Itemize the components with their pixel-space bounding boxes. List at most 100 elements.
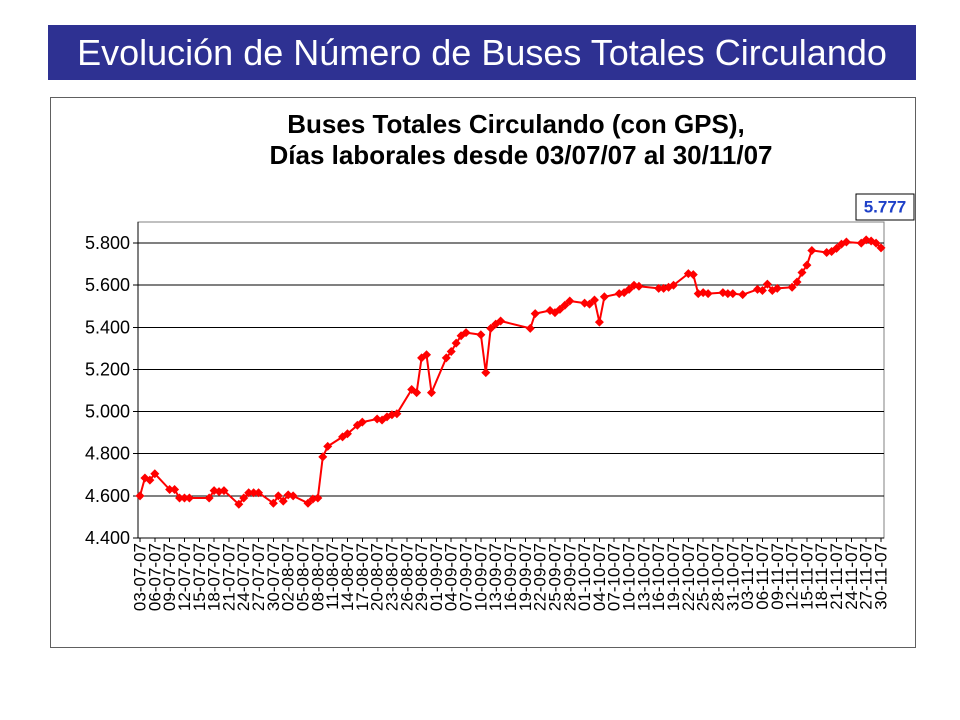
data-point (530, 309, 540, 319)
chart-title: Buses Totales Circulando (con GPS), (287, 109, 745, 139)
data-point (481, 368, 491, 378)
data-point (738, 290, 748, 300)
data-point (565, 296, 575, 306)
data-point (688, 270, 698, 280)
slide-title: Evolución de Número de Buses Totales Cir… (77, 32, 887, 73)
x-tick-label: 06-07-07 (145, 543, 164, 611)
y-tick-label: 5.400 (85, 317, 130, 337)
x-tick-label: 15-11-07 (797, 543, 816, 610)
y-tick-label: 4.800 (85, 444, 130, 464)
x-tick-label: 02-08-07 (279, 543, 298, 611)
data-point (762, 279, 772, 289)
x-tick-label: 12-07-07 (175, 543, 194, 611)
x-tick-label: 07-10-07 (605, 543, 624, 611)
data-point (451, 338, 461, 348)
data-point (496, 316, 506, 326)
data-point (654, 283, 664, 293)
x-tick-label: 15-07-07 (190, 543, 209, 611)
x-tick-label: 18-07-07 (205, 543, 224, 611)
data-point (555, 304, 565, 314)
x-tick-label: 22-09-07 (531, 543, 550, 611)
x-tick-label: 28-10-07 (709, 543, 728, 611)
data-point (599, 292, 609, 302)
data-point (802, 260, 812, 270)
data-point (318, 452, 328, 462)
data-point (268, 498, 278, 508)
x-tick-label: 13-10-07 (634, 543, 653, 611)
data-point (323, 441, 333, 451)
data-point (175, 493, 185, 503)
data-point (486, 323, 496, 333)
x-tick-label: 21-11-07 (827, 543, 846, 610)
data-point (525, 323, 535, 333)
data-point (313, 493, 323, 503)
y-tick-label: 5.000 (85, 402, 130, 422)
data-point (165, 485, 175, 495)
data-point (441, 353, 451, 363)
y-tick-label: 4.600 (85, 486, 130, 506)
x-tick-label: 30-07-07 (264, 543, 283, 611)
y-tick-label: 5.800 (85, 233, 130, 253)
data-point (832, 243, 842, 253)
series-line (139, 238, 882, 506)
x-tick-label: 19-10-07 (664, 543, 683, 611)
x-tick-label: 05-08-07 (294, 543, 313, 611)
data-point (135, 491, 145, 501)
data-point (204, 493, 214, 503)
y-tick-label: 4.400 (85, 528, 130, 548)
data-point (170, 485, 180, 495)
x-tick-label: 12-11-07 (783, 543, 802, 610)
x-tick-label: 08-08-07 (308, 543, 327, 611)
x-tick-label: 19-09-07 (516, 543, 535, 611)
data-point (461, 328, 471, 338)
x-tick-label: 14-08-07 (338, 543, 357, 611)
data-point (797, 268, 807, 278)
x-tick-label: 03-11-07 (738, 543, 757, 610)
x-tick-label: 16-10-07 (649, 543, 668, 611)
x-tick-label: 09-07-07 (160, 543, 179, 611)
x-tick-label: 26-08-07 (397, 543, 416, 611)
x-tick-label: 22-10-07 (679, 543, 698, 611)
data-point (594, 317, 604, 327)
data-point (254, 488, 264, 498)
gridlines (138, 242, 884, 497)
x-axis: 03-07-0706-07-0709-07-0712-07-0715-07-07… (131, 537, 891, 611)
data-point (303, 498, 313, 508)
x-tick-label: 21-07-07 (219, 543, 238, 611)
data-point (392, 409, 402, 419)
data-point (876, 243, 886, 253)
series-markers (135, 235, 886, 509)
y-tick-label: 5.200 (85, 359, 130, 379)
x-tick-label: 25-10-07 (694, 543, 713, 611)
x-tick-label: 13-09-07 (486, 543, 505, 611)
data-point (560, 300, 570, 310)
x-tick-label: 01-09-07 (427, 543, 446, 611)
x-tick-label: 27-07-07 (249, 543, 268, 611)
x-tick-label: 04-09-07 (442, 543, 461, 611)
slide-title-banner: Evolución de Número de Buses Totales Cir… (48, 25, 916, 80)
data-point (357, 417, 367, 427)
y-axis: 4.400 4.600 4.800 5.000 5.200 5.400 5.600 5.800 (85, 222, 139, 548)
x-tick-label: 10-10-07 (620, 543, 639, 611)
data-point (589, 295, 599, 305)
data-point (585, 299, 595, 309)
data-point (669, 280, 679, 290)
x-tick-label: 30-11-07 (872, 543, 891, 610)
data-point (342, 429, 352, 439)
x-tick-label: 17-08-07 (353, 543, 372, 611)
data-point (841, 237, 851, 247)
data-label-box (855, 193, 915, 221)
data-point (792, 277, 802, 287)
x-tick-label: 24-11-07 (842, 543, 861, 610)
x-tick-label: 11-08-07 (323, 543, 342, 610)
data-point (179, 493, 189, 503)
x-tick-label: 25-09-07 (546, 543, 565, 611)
data-point (219, 486, 229, 496)
data-point (184, 493, 194, 503)
data-point (145, 475, 155, 485)
x-tick-label: 03-07-07 (131, 543, 150, 611)
x-tick-label: 07-09-07 (457, 543, 476, 611)
data-point (239, 493, 249, 503)
x-tick-label: 01-10-07 (575, 543, 594, 611)
